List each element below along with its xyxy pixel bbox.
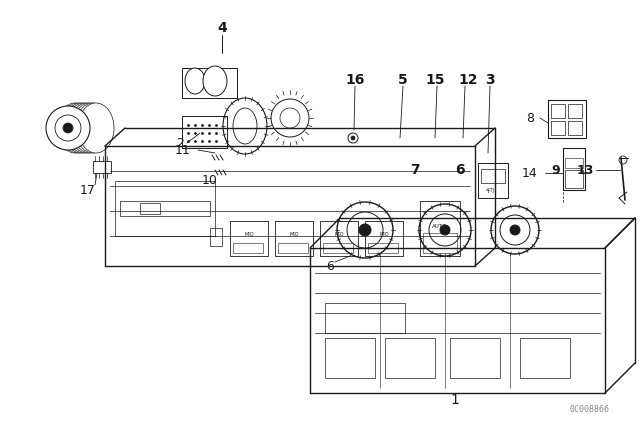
Circle shape — [440, 225, 450, 235]
Circle shape — [348, 133, 358, 143]
Text: 6: 6 — [455, 163, 465, 177]
Text: 9: 9 — [552, 164, 560, 177]
Bar — [325, 338, 375, 378]
Bar — [551, 104, 565, 118]
Ellipse shape — [69, 103, 105, 153]
Circle shape — [280, 108, 300, 128]
Bar — [568, 121, 582, 135]
Text: 1: 1 — [451, 393, 460, 407]
Ellipse shape — [60, 103, 96, 153]
Circle shape — [491, 206, 539, 254]
Text: 4: 4 — [217, 21, 227, 35]
Text: 10: 10 — [202, 173, 218, 186]
Text: 0C008866: 0C008866 — [570, 405, 610, 414]
Text: 17: 17 — [80, 184, 96, 197]
Bar — [481, 169, 505, 183]
Bar — [568, 104, 582, 118]
Bar — [450, 338, 500, 378]
Text: AUTO: AUTO — [433, 224, 447, 228]
Text: 11: 11 — [175, 143, 191, 156]
Circle shape — [510, 225, 520, 235]
Circle shape — [55, 115, 81, 141]
Bar — [275, 221, 313, 256]
Circle shape — [419, 204, 471, 256]
Bar — [548, 100, 586, 138]
Ellipse shape — [57, 103, 93, 153]
Bar — [278, 243, 308, 253]
Text: 13: 13 — [576, 164, 594, 177]
Bar — [120, 201, 210, 216]
Text: 16: 16 — [346, 73, 365, 87]
Text: MIO: MIO — [380, 232, 388, 237]
Circle shape — [337, 202, 393, 258]
Bar — [325, 303, 405, 333]
Text: MIO: MIO — [334, 232, 344, 237]
Bar — [423, 233, 457, 253]
Text: 15: 15 — [425, 73, 445, 87]
Text: MIO: MIO — [244, 232, 253, 237]
Text: 6: 6 — [326, 259, 334, 272]
Bar — [210, 228, 222, 246]
Ellipse shape — [66, 103, 102, 153]
Circle shape — [351, 136, 355, 140]
Bar — [368, 243, 398, 253]
Ellipse shape — [233, 108, 257, 144]
Text: 2: 2 — [176, 137, 184, 150]
Bar — [565, 158, 583, 168]
Circle shape — [359, 224, 371, 236]
Ellipse shape — [78, 103, 114, 153]
Bar — [551, 121, 565, 135]
Bar — [115, 181, 215, 236]
Bar — [520, 338, 570, 378]
Bar — [230, 221, 268, 256]
Text: 14: 14 — [522, 167, 538, 180]
Bar — [565, 170, 583, 188]
Circle shape — [429, 214, 461, 246]
Bar — [140, 203, 160, 214]
Text: 12: 12 — [458, 73, 477, 87]
Text: 4JTJ: 4JTJ — [485, 188, 495, 193]
Bar — [182, 116, 227, 148]
Circle shape — [271, 99, 309, 137]
Circle shape — [347, 212, 383, 248]
Ellipse shape — [75, 103, 111, 153]
Bar — [365, 221, 403, 256]
Text: 8: 8 — [526, 112, 534, 125]
Circle shape — [46, 106, 90, 150]
Bar — [93, 161, 111, 173]
Circle shape — [63, 123, 73, 133]
Ellipse shape — [72, 103, 108, 153]
Text: 7: 7 — [410, 163, 420, 177]
Ellipse shape — [223, 98, 267, 154]
Ellipse shape — [203, 66, 227, 96]
Bar — [563, 148, 585, 190]
Text: MIO: MIO — [289, 232, 299, 237]
Bar — [323, 243, 353, 253]
Bar — [420, 201, 460, 256]
Text: 3: 3 — [485, 73, 495, 87]
Circle shape — [500, 215, 530, 245]
Bar — [320, 221, 358, 256]
Bar — [478, 163, 508, 198]
Bar — [182, 68, 237, 98]
Text: 5: 5 — [398, 73, 408, 87]
Bar — [385, 338, 435, 378]
Ellipse shape — [185, 68, 205, 94]
Ellipse shape — [63, 103, 99, 153]
Bar — [233, 243, 263, 253]
